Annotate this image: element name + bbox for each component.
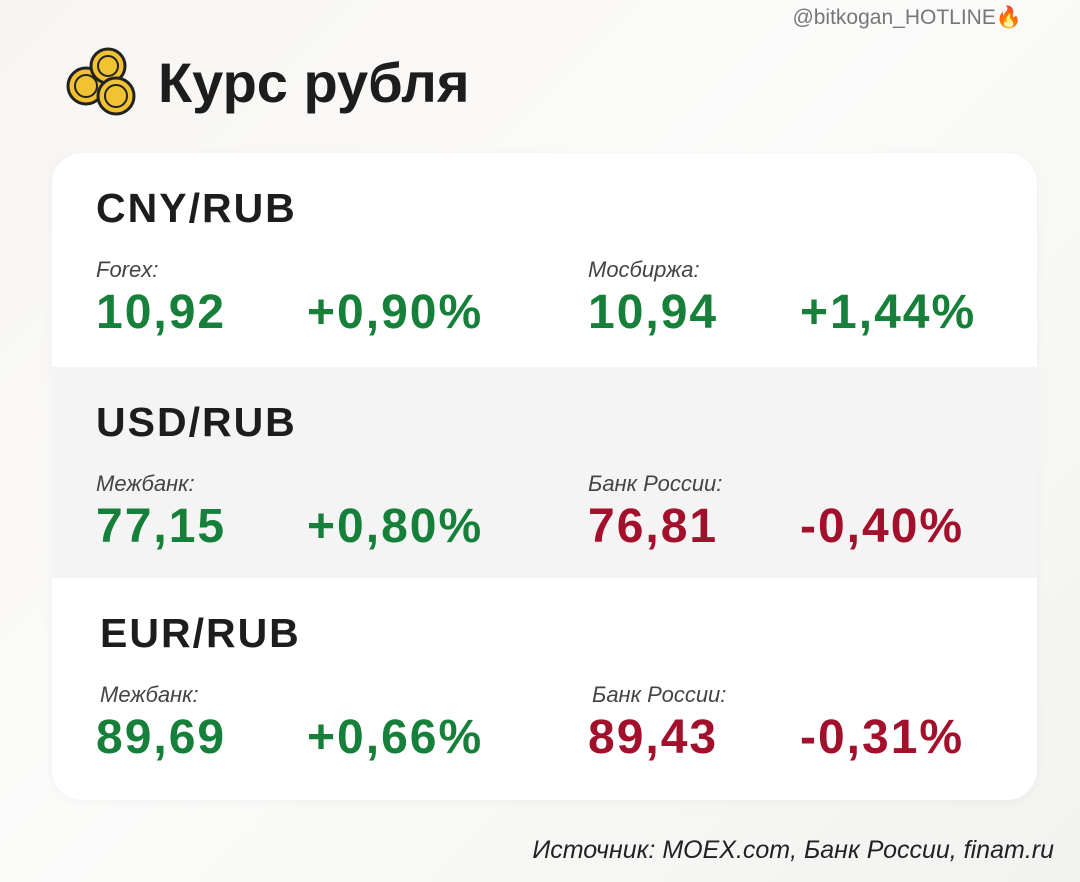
rate-change: -0,31% (800, 711, 965, 764)
coins-icon (66, 47, 136, 116)
rate-value: 10,94 (588, 286, 719, 339)
rate-value: 77,15 (96, 500, 227, 553)
rate-value: 76,81 (588, 500, 719, 553)
rate-row: CNY/RUB Forex: 10,92 +0,90% Мосбиржа: 10,94 +1… (52, 153, 1037, 367)
rates-card: CNY/RUB Forex: 10,92 +0,90% Мосбиржа: 10,94 +1… (52, 153, 1037, 800)
rate-change: +1,44% (800, 286, 977, 339)
rate-change: +0,66% (307, 711, 484, 764)
rate-row: EUR/RUB Межбанк: 89,69 +0,66% Банк России: 89… (52, 578, 1037, 800)
rate-change: -0,40% (800, 500, 965, 553)
rate-label: Банк России: (592, 682, 727, 707)
rate-value: 10,92 (96, 286, 227, 339)
rate-label: Межбанк: (100, 682, 199, 707)
handle: @bitkogan_HOTLINE🔥 (792, 6, 1022, 29)
rate-row: USD/RUB Межбанк: 77,15 +0,80% Банк России: 76… (52, 367, 1037, 578)
title: Курс рубля (158, 51, 470, 114)
rate-label: Мосбиржа: (588, 257, 700, 282)
rate-label: Банк России: (588, 471, 723, 496)
source: Источник: MOEX.com, Банк России, finam.r… (532, 836, 1054, 864)
pair-title: EUR/RUB (100, 610, 301, 656)
rate-value: 89,69 (96, 711, 227, 764)
rate-label: Межбанк: (96, 471, 195, 496)
rate-value: 89,43 (588, 711, 719, 764)
rate-label: Forex: (96, 257, 159, 282)
rate-change: +0,80% (307, 500, 484, 553)
pair-title: USD/RUB (96, 399, 297, 445)
pair-title: CNY/RUB (96, 185, 297, 231)
rate-change: +0,90% (307, 286, 484, 339)
